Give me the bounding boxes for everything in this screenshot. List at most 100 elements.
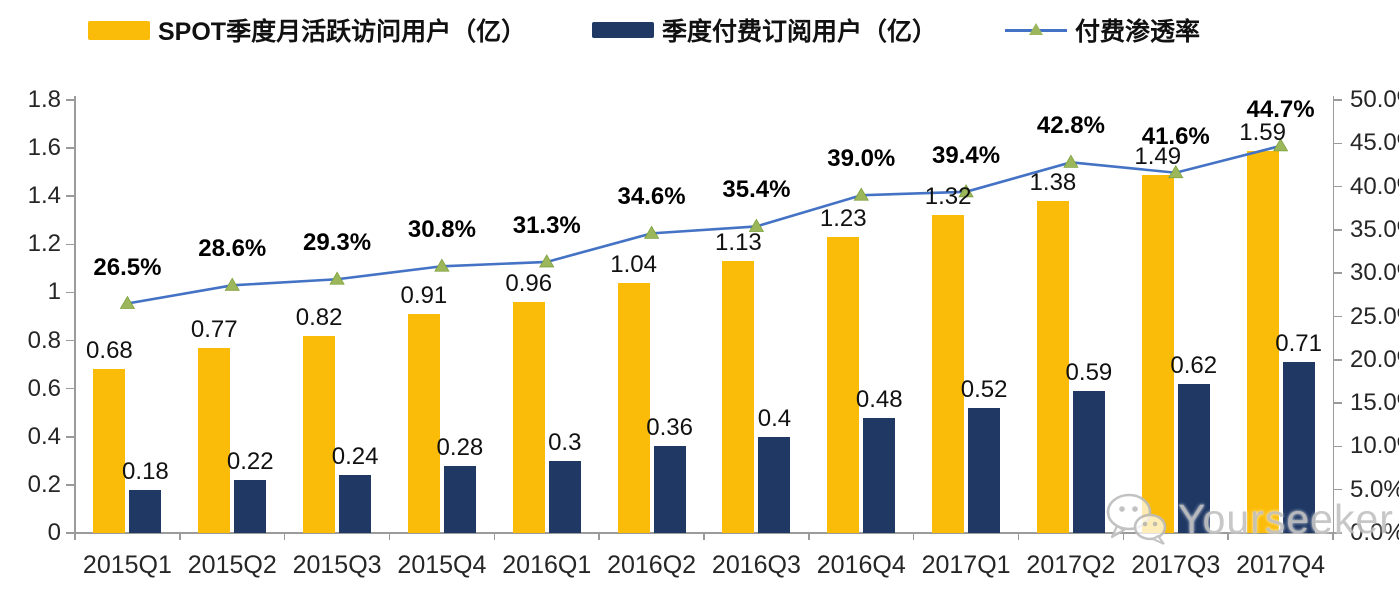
penetration-label: 31.3% [512,211,581,239]
right-axis-tick [1334,315,1342,318]
penetration-label: 41.6% [1141,122,1210,150]
y-axis-label-right: 45.0% [1350,129,1399,157]
subscribers-value-label: 0.3 [548,428,582,456]
y-axis-label-right: 35.0% [1350,215,1399,243]
left-axis-tick [66,195,74,197]
subscribers-value-label: 0.28 [436,433,484,461]
x-axis-tick [179,533,181,540]
left-axis-tick [66,532,74,534]
mau-bar [407,314,440,533]
x-axis-tick [388,533,391,540]
subscribers-bar [653,446,686,533]
watermark: Yourseeker [1104,490,1394,548]
y-axis-label-left: 1.6 [27,134,61,162]
x-axis-label: 2017Q1 [921,551,1011,579]
mau-bar [93,369,126,533]
mau-bar [198,347,231,533]
penetration-label: 35.4% [722,176,791,204]
x-axis-label: 2015Q3 [292,551,382,579]
y-axis-label-left: 1.8 [27,86,61,113]
watermark-text: Yourseeker [1178,495,1394,542]
right-axis-tick [1334,229,1342,231]
right-axis-tick [1334,142,1342,145]
x-axis-tick [598,533,600,540]
subscribers-bar [863,417,896,533]
triangle-marker-icon [1029,23,1043,35]
subscribers-bar [234,480,267,533]
subscribers-bar [443,465,476,533]
mau-value-label: 1.13 [715,229,762,257]
subscribers-bar [1177,383,1210,533]
subscribers-value-label: 0.71 [1275,330,1322,358]
x-axis-label: 2016Q3 [711,551,801,579]
legend-item-subscribers: 季度付费订阅用户（亿） [592,12,937,48]
left-axis-tick [66,99,74,101]
x-axis-tick [1332,533,1334,540]
right-axis-tick [1334,272,1342,274]
penetration-label: 39.4% [932,141,1001,169]
subscribers-value-label: 0.62 [1170,351,1218,379]
right-axis-tick [1334,488,1342,491]
x-axis-tick [912,533,915,540]
left-axis-tick [66,387,74,390]
x-axis-tick [74,533,76,540]
y-axis-label-left: 1.4 [27,182,61,210]
mau-value-label: 0.96 [505,270,553,298]
x-axis-label: 2016Q1 [502,551,592,579]
mau-bar [512,302,545,533]
right-axis-tick [1334,359,1342,361]
y-axis-label-right: 30.0% [1350,259,1399,287]
y-axis-label-left: 0.4 [27,422,61,450]
legend-item-penetration: 付费渗透率 [1005,12,1200,48]
x-axis-tick [808,533,810,540]
left-axis-tick [66,339,74,342]
mau-bar [617,282,650,533]
y-axis-label-right: 40.0% [1350,172,1399,200]
y-axis-label-left: 0 [47,519,61,546]
subscribers-bar [968,407,1001,533]
y-axis-label-right: 0.0% [1350,519,1399,546]
subscribers-value-label: 0.4 [757,404,792,432]
legend-item-mau: SPOT季度月活跃访问用户（亿） [88,12,526,48]
mau-bar [303,335,336,533]
right-axis-tick [1334,185,1342,188]
subscribers-bar [1282,362,1315,533]
mau-bar [722,261,755,533]
x-axis-label: 2016Q4 [816,551,906,579]
right-axis-tick [1334,532,1342,534]
mau-value-label: 1.04 [610,250,657,278]
mau-value-label: 1.32 [924,183,972,211]
mau-value-label: 1.38 [1029,169,1077,197]
y-axis-label-left: 0.6 [27,374,61,402]
right-axis-tick [1334,99,1342,101]
subscribers-bar [1072,391,1105,533]
subscribers-value-label: 0.36 [646,414,693,442]
y-axis-label-right: 10.0% [1350,432,1399,460]
x-axis-label: 2017Q3 [1131,551,1221,579]
left-axis-tick [66,436,74,438]
x-axis-tick [703,533,705,540]
x-axis-tick [493,533,496,540]
x-axis-label: 2016Q2 [607,551,697,579]
subscribers-value-label: 0.52 [960,375,1008,403]
y-axis-label-left: 1 [47,278,61,306]
right-axis-tick [1334,402,1342,404]
legend-label-mau: SPOT季度月活跃访问用户（亿） [158,18,527,46]
legend-label-subscribers: 季度付费订阅用户（亿） [662,18,938,46]
subscribers-value-label: 0.18 [122,457,169,485]
x-axis-line [74,532,1341,534]
mau-value-label: 0.77 [190,315,238,343]
y-axis-label-right: 15.0% [1350,389,1399,417]
x-axis-label: 2017Q4 [1236,551,1326,579]
x-axis-tick [1122,533,1125,540]
y-axis-label-right: 5.0% [1350,475,1399,503]
y-axis-label-left: 0.2 [27,470,61,498]
x-axis-label: 2015Q4 [397,551,487,579]
left-axis-line [74,96,76,534]
x-axis-tick [1017,533,1020,540]
subscribers-value-label: 0.22 [226,448,274,476]
left-axis-tick [66,147,74,149]
left-axis-tick [66,484,74,486]
right-axis-tick [1334,445,1342,448]
subscribers-bar-swatch [592,22,654,38]
